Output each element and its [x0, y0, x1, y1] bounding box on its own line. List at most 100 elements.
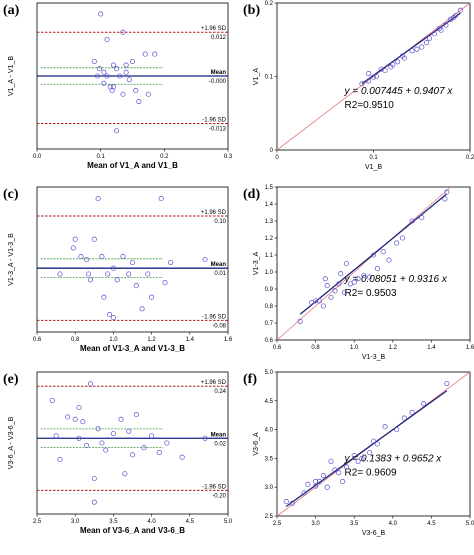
data-point	[101, 69, 107, 75]
data-point	[95, 196, 101, 202]
x-tick-label: 0.2	[466, 155, 474, 161]
data-point	[86, 271, 92, 277]
data-point	[98, 11, 104, 17]
data-point	[103, 447, 109, 453]
data-point	[80, 419, 86, 425]
data-point	[394, 240, 400, 246]
x-tick-label: 3.5	[109, 519, 118, 525]
data-point	[156, 449, 162, 456]
data-point	[336, 470, 342, 476]
regression-line	[285, 390, 448, 507]
data-point	[370, 438, 377, 444]
data-point	[76, 435, 82, 441]
mean-label: Mean	[211, 70, 227, 76]
x-tick-label: 1.4	[427, 345, 436, 351]
x-tick-label: 4.5	[427, 521, 436, 527]
x-tick-label: 4.0	[389, 521, 398, 527]
y-tick-label: 3.0	[265, 485, 274, 491]
data-point	[133, 283, 139, 289]
data-point	[359, 81, 365, 87]
data-point	[126, 428, 132, 434]
data-point	[104, 36, 110, 43]
regression-equation: y = 0.08051 + 0.9316 x	[344, 274, 448, 285]
upper-limit-label: +1.96 SD	[201, 380, 227, 386]
data-point	[126, 271, 132, 277]
panel-label: (c)	[3, 187, 19, 202]
r-squared: R2=0.9510	[345, 100, 395, 111]
y-tick-label: 0.9	[265, 287, 274, 293]
data-point	[328, 458, 334, 464]
r-squared: R2= 0.9503	[345, 288, 397, 299]
data-point	[149, 433, 155, 439]
x-tick-label: 0.0	[33, 154, 42, 160]
panel-label: (a)	[3, 3, 20, 18]
data-point	[101, 294, 107, 300]
data-point	[53, 433, 59, 439]
y-tick-label: 0.6	[265, 338, 274, 344]
data-point	[78, 254, 84, 260]
data-point	[120, 29, 126, 35]
data-point	[129, 259, 136, 265]
data-point	[129, 452, 136, 458]
data-point	[145, 91, 151, 97]
panel-b: (b) 0 0.1 0.2 0 0.1 0.2 V1_B V1_Ay = 0.007445 + …	[243, 1, 474, 171]
panel-label: (b)	[243, 3, 260, 18]
data-point	[114, 277, 120, 283]
panel-label: (e)	[3, 372, 19, 387]
y-axis-label: V1_A	[253, 68, 260, 85]
data-point	[382, 424, 388, 430]
y-axis-label: V1-3_A - V1-3_B	[8, 233, 15, 286]
data-point	[343, 464, 350, 470]
x-tick-label: 1.0	[350, 345, 359, 351]
data-point	[126, 77, 132, 83]
data-point	[328, 294, 334, 301]
data-point	[114, 128, 120, 134]
data-point	[87, 277, 94, 283]
y-axis-label: V3-6_A - V3-6_B	[8, 416, 15, 469]
lower-limit-label: -1.96 SD	[202, 117, 226, 123]
x-tick-label: 1.2	[147, 337, 156, 343]
data-point	[438, 27, 444, 33]
data-point	[366, 78, 372, 84]
data-point	[419, 44, 425, 50]
data-point	[367, 450, 373, 456]
data-point	[158, 196, 164, 202]
data-point	[118, 416, 124, 422]
data-point	[366, 71, 372, 77]
x-tick-label: 2.5	[33, 519, 42, 525]
mean-label: Mean	[211, 262, 227, 268]
x-axis-label: V1-3_B	[362, 354, 386, 361]
mean-label: Mean	[211, 432, 227, 438]
lower-limit-value: -0.20	[212, 493, 226, 499]
lower-limit-label: -1.96 SD	[202, 314, 226, 320]
data-point	[419, 215, 425, 221]
y-tick-label: 4.5	[265, 399, 274, 405]
x-tick-label: 3.5	[350, 521, 359, 527]
lower-limit-value: -0.013	[209, 126, 227, 132]
y-tick-label: 0.7	[265, 321, 274, 327]
data-point	[373, 73, 379, 80]
data-point	[424, 40, 430, 46]
data-point	[390, 62, 396, 68]
panel-a: (a) 0.0 0.1 0.2 0.3 Mean of V1_A and V1_B V1_A…	[3, 2, 233, 170]
x-tick-label: 0.1	[369, 155, 378, 161]
data-point	[164, 440, 170, 446]
data-point	[91, 475, 97, 482]
data-point	[382, 68, 388, 74]
lower-limit-value: -0.08	[212, 323, 226, 329]
x-axis-label: Mean of V1-3_A and V1-3_B	[80, 344, 185, 353]
regression-equation: y = 0.007445 + 0.9407 x	[344, 86, 454, 97]
x-axis-label: V3-6_B	[362, 530, 386, 537]
plot-frame	[276, 371, 471, 517]
data-point	[110, 84, 116, 90]
data-point	[374, 266, 380, 272]
data-point	[452, 12, 459, 19]
identity-line	[276, 186, 451, 341]
regression-line	[299, 193, 448, 315]
data-point	[361, 272, 367, 278]
regression-equation: y = 0.1383 + 0.9652 x	[344, 453, 443, 464]
data-point	[448, 16, 454, 22]
data-point	[110, 62, 116, 68]
data-point	[316, 478, 323, 484]
data-point	[141, 445, 147, 451]
